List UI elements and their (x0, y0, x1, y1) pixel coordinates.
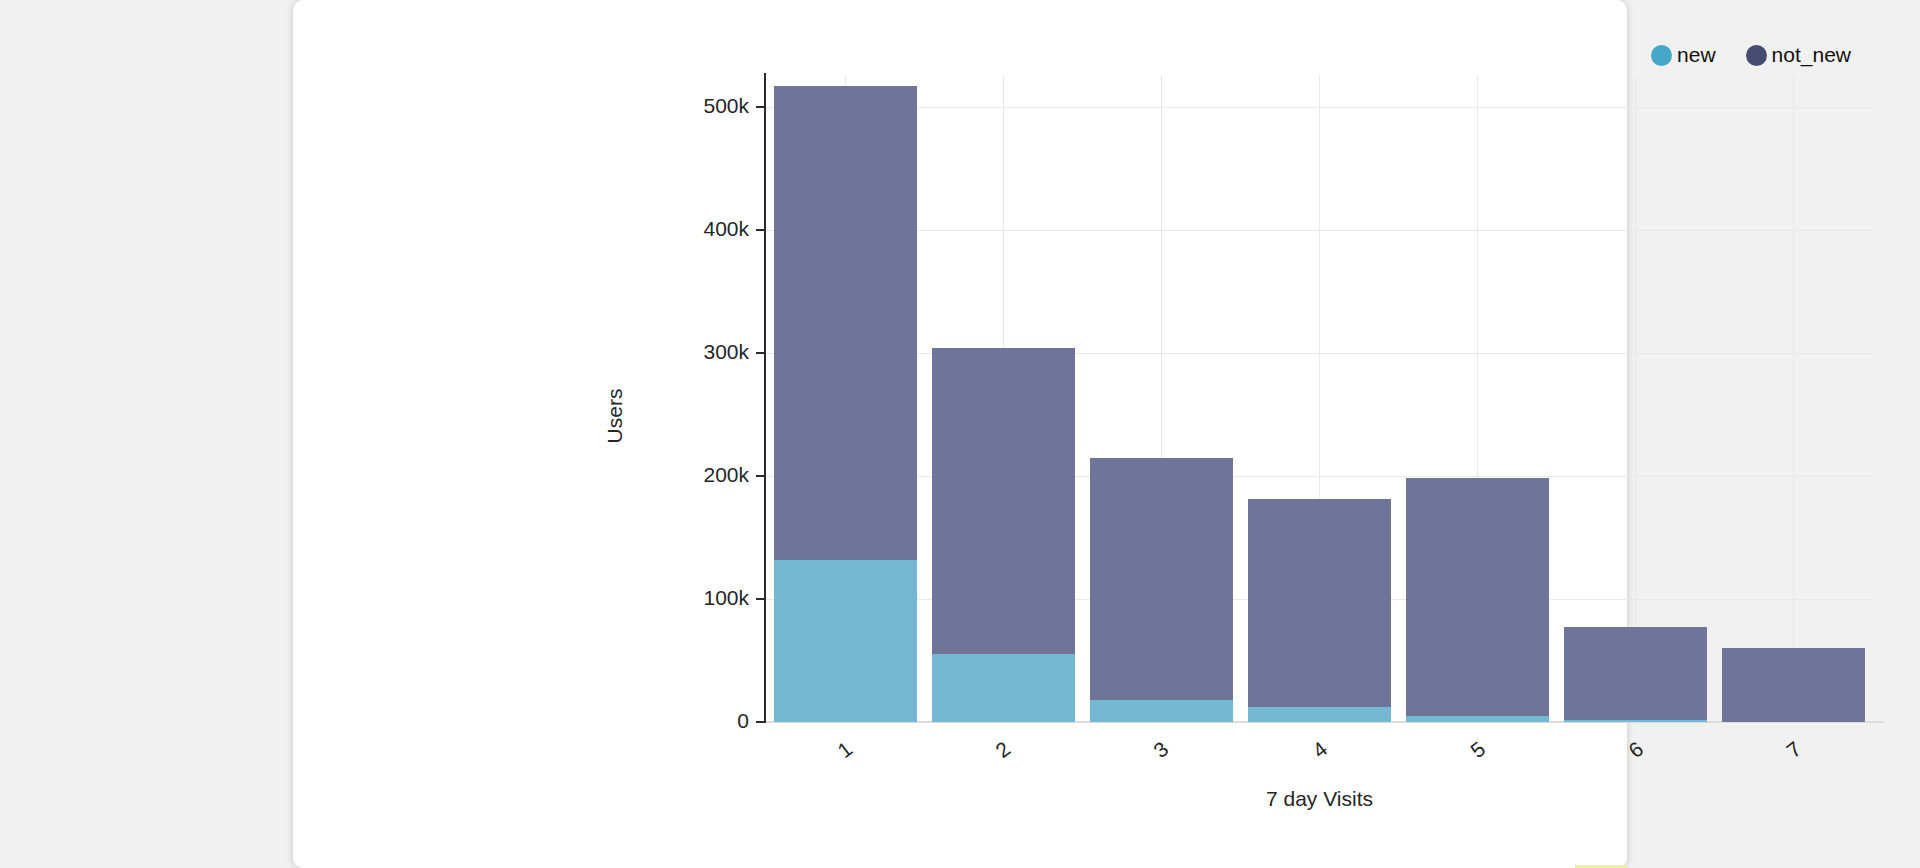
bar-segment-not_new-category-2 (932, 348, 1075, 654)
x-tick-label-2: 2 (978, 727, 1027, 773)
bar-segment-new-category-4 (1248, 707, 1391, 722)
chart-card: 0100k200k300k400k500k 1234567 Users 7 da… (293, 0, 1627, 868)
y-tick-label-300k: 300k (671, 340, 749, 364)
y-tick-label-100k: 100k (671, 586, 749, 610)
y-tick-mark-200k (756, 475, 764, 477)
legend-item-not-new[interactable]: not_new (1746, 43, 1851, 67)
y-tick-mark-0 (756, 721, 764, 723)
y-axis-title-text: Users (603, 389, 627, 444)
legend: new not_new (1651, 43, 1851, 67)
legend-swatch-not-new-icon (1746, 45, 1767, 66)
plot-area: 0100k200k300k400k500k 1234567 Users 7 da… (766, 75, 1873, 722)
bar-segment-not_new-category-1 (774, 86, 917, 560)
bar-segment-new-category-1 (774, 560, 917, 722)
y-tick-label-200k: 200k (671, 463, 749, 487)
bar-segment-not_new-category-4 (1248, 499, 1391, 707)
legend-item-new[interactable]: new (1651, 43, 1716, 67)
y-tick-label-0: 0 (671, 709, 749, 733)
y-tick-label-500k: 500k (671, 94, 749, 118)
y-tick-mark-100k (756, 598, 764, 600)
x-axis-title: 7 day Visits (766, 787, 1873, 811)
y-tick-mark-400k (756, 229, 764, 231)
bar-segment-not_new-category-5 (1406, 478, 1549, 715)
x-tick-label-5: 5 (1453, 727, 1502, 773)
bar-segment-new-category-3 (1090, 700, 1233, 722)
legend-label-new: new (1677, 43, 1716, 67)
page-background: 0 100k 200k 300k 400k 500k 1 2 3 4 5 6 7 Users 7 da… (0, 0, 1920, 868)
x-tick-label-3: 3 (1137, 727, 1186, 773)
y-axis-title: Users (588, 75, 643, 722)
gridline-category-6 (1635, 75, 1636, 722)
bar-segment-not_new-category-6 (1564, 627, 1707, 719)
bar-segment-not_new-category-7 (1722, 648, 1865, 722)
bar-segment-new-category-5 (1406, 716, 1549, 722)
bar-segment-new-category-2 (932, 654, 1075, 722)
x-tick-label-7: 7 (1769, 727, 1818, 773)
x-tick-label-1: 1 (820, 727, 869, 773)
x-tick-label-6: 6 (1611, 727, 1660, 773)
bar-segment-not_new-category-3 (1090, 458, 1233, 700)
bar-segment-new-category-6 (1564, 720, 1707, 722)
legend-swatch-new-icon (1651, 45, 1672, 66)
y-tick-label-400k: 400k (671, 217, 749, 241)
legend-label-not-new: not_new (1772, 43, 1851, 67)
y-tick-mark-300k (756, 352, 764, 354)
gridline-category-7 (1793, 75, 1794, 722)
x-tick-label-4: 4 (1295, 727, 1344, 773)
y-tick-mark-500k (756, 106, 764, 108)
y-axis-line (764, 73, 766, 723)
